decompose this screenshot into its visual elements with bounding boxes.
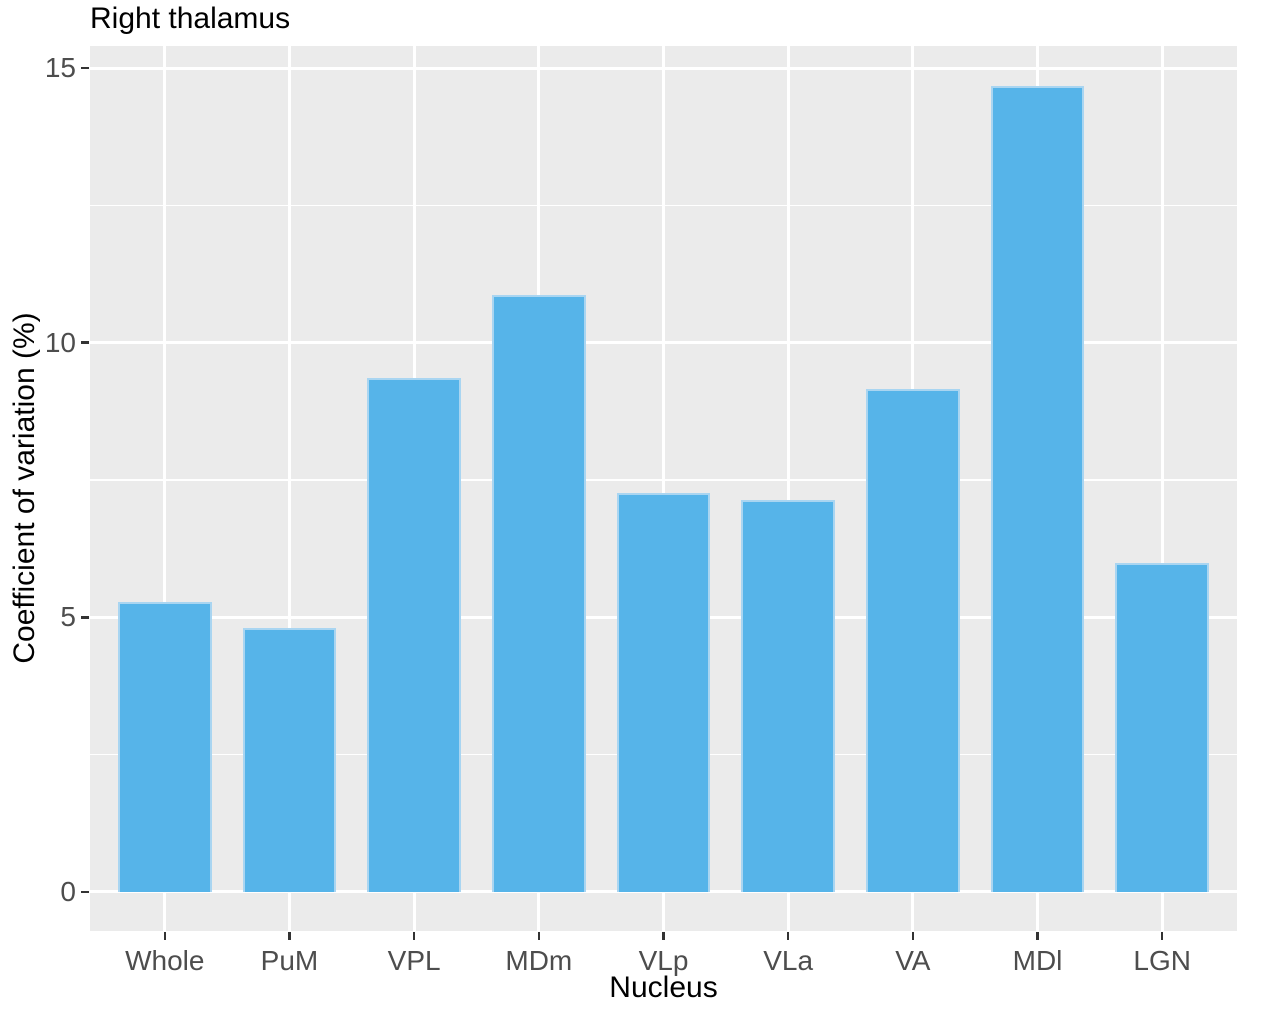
- x-tick-mark: [288, 932, 291, 940]
- x-tick-label: PuM: [260, 945, 319, 976]
- gridline-vertical: [662, 45, 665, 931]
- x-tick-label: VA: [895, 945, 931, 976]
- bar-va: [866, 388, 960, 892]
- bar-whole: [118, 601, 212, 892]
- bar-vla: [741, 499, 835, 892]
- x-tick-label: LGN: [1133, 945, 1191, 976]
- chart-title: Right thalamus: [90, 2, 291, 35]
- bar-pum: [242, 627, 337, 892]
- x-tick-label: Whole: [125, 945, 205, 976]
- x-tick-mark: [1160, 932, 1164, 940]
- plot-panel: [90, 45, 1237, 931]
- y-tick-mark: [81, 341, 89, 344]
- x-tick-label: VPL: [387, 945, 441, 976]
- x-tick-label: VLa: [763, 945, 814, 976]
- x-tick-mark: [662, 932, 665, 940]
- y-axis-title: Coefficient of variation (%): [8, 312, 41, 664]
- x-tick-mark: [163, 932, 167, 940]
- y-tick-mark: [81, 616, 89, 619]
- x-tick-mark: [786, 932, 790, 940]
- y-tick-mark: [81, 66, 89, 70]
- x-tick-label: MDl: [1012, 945, 1063, 976]
- bar-mdl: [990, 85, 1085, 892]
- bar-vlp: [616, 493, 711, 892]
- x-tick-mark: [911, 932, 915, 940]
- bar-mdm: [492, 294, 586, 892]
- y-tick-label: 0: [60, 875, 76, 907]
- x-tick-label: VLp: [638, 945, 689, 976]
- bar-vpl: [367, 377, 461, 892]
- x-tick-mark: [537, 932, 541, 940]
- gridline-vertical: [287, 45, 291, 931]
- y-tick-label: 5: [60, 601, 76, 633]
- bar-lgn: [1115, 562, 1209, 892]
- x-tick-mark: [412, 932, 416, 940]
- y-tick-label: 10: [44, 326, 76, 358]
- y-tick-label: 15: [44, 52, 76, 84]
- gridline-vertical: [163, 45, 167, 931]
- x-axis-title: Nucleus: [609, 971, 718, 1004]
- x-tick-label: MDm: [505, 945, 573, 976]
- gridline-vertical: [1160, 45, 1164, 931]
- y-tick-mark: [81, 890, 89, 894]
- x-tick-mark: [1036, 932, 1039, 940]
- gridline-vertical: [786, 45, 790, 931]
